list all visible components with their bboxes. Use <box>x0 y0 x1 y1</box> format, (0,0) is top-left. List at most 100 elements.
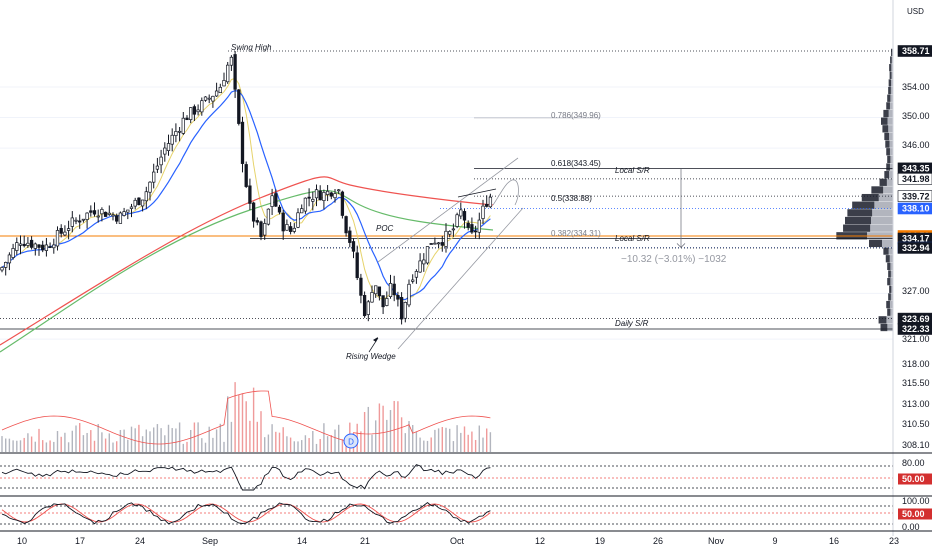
candle <box>381 295 385 314</box>
volume-bar <box>264 437 266 452</box>
event-badge[interactable]: D <box>343 433 359 449</box>
volume-bar <box>193 422 196 452</box>
volume-bar <box>234 382 236 452</box>
y-tick-label: 321.00 <box>902 334 930 344</box>
volume-bar <box>149 431 151 452</box>
volume-bar <box>212 437 214 452</box>
candle <box>348 226 352 248</box>
oscillators <box>0 464 893 525</box>
volume-bar <box>323 423 325 452</box>
volume-bar <box>82 435 85 452</box>
candle <box>300 204 304 214</box>
volume-bar <box>367 406 369 452</box>
volume-bar <box>308 438 310 452</box>
volume-bar <box>486 428 488 452</box>
candle <box>85 212 89 229</box>
candle <box>4 261 8 276</box>
volume-bar <box>8 438 11 452</box>
volume-bar <box>45 442 48 452</box>
volume-bar <box>134 428 136 452</box>
vp-bar-dark <box>883 109 889 118</box>
candle <box>340 190 345 219</box>
volume-bar <box>190 429 192 452</box>
osc-tick-label: 100.00 <box>902 496 930 506</box>
candle <box>237 89 241 126</box>
candle <box>451 223 456 237</box>
volume-bar <box>423 440 425 452</box>
volume-bar <box>441 427 443 452</box>
candle <box>263 218 267 240</box>
volume-bar <box>167 424 170 452</box>
y-tick-label: 315.50 <box>902 378 930 388</box>
volume-bar <box>397 401 399 452</box>
candle <box>314 184 319 207</box>
volume-bar <box>445 427 447 452</box>
candle <box>137 197 141 206</box>
x-tick-label: 10 <box>17 536 27 546</box>
candle <box>470 217 474 235</box>
candle <box>66 220 71 240</box>
x-tick-label: 24 <box>135 536 145 546</box>
candle <box>159 149 163 174</box>
svg-text:338.10: 338.10 <box>902 204 930 214</box>
volume-bar <box>371 434 373 452</box>
rsi-line <box>1 464 491 491</box>
volume-bar <box>215 429 218 452</box>
event-badge-label: D <box>348 438 354 447</box>
volume-bar <box>393 400 395 452</box>
candle <box>248 178 252 210</box>
vp-bar-dark <box>845 216 871 225</box>
time-axis[interactable]: 10 17 24 Sep 14 21 Oct 12 19 26 Nov 9 16 23 <box>17 536 899 546</box>
candle <box>192 104 197 122</box>
x-tick-label: 12 <box>535 536 545 546</box>
y-tick-label: 327.00 <box>902 286 930 296</box>
vp-bar-dark <box>888 293 891 301</box>
vp-bar-dark <box>887 94 891 102</box>
volume-bar <box>245 401 247 452</box>
volume-bar <box>230 421 233 452</box>
volume-bar <box>282 427 284 452</box>
stoch-k-line <box>1 502 491 525</box>
vp-bar-dark <box>885 140 890 148</box>
x-tick-label: 19 <box>595 536 605 546</box>
candle <box>211 95 215 108</box>
candle <box>303 197 308 214</box>
candle <box>259 220 263 241</box>
volume-bar <box>86 432 88 452</box>
vp-bar-dark <box>890 56 892 64</box>
measure-arrow <box>676 243 686 249</box>
volume-bar <box>304 435 307 452</box>
volume-bar <box>474 439 477 452</box>
stoch-d-line <box>1 503 491 523</box>
candle <box>218 83 222 94</box>
trend-line <box>457 188 497 198</box>
y-tick-label: 346.00 <box>902 140 930 150</box>
volume-bar <box>400 417 403 452</box>
vp-bar-dark <box>887 262 891 270</box>
candle <box>296 208 300 229</box>
volume-bar <box>415 431 418 452</box>
volume-bar <box>456 425 458 452</box>
volume-bar <box>471 431 473 452</box>
candle <box>48 242 52 249</box>
candle <box>333 188 337 203</box>
candle <box>152 163 156 189</box>
volume-bar <box>256 421 258 452</box>
vp-bar-dark <box>888 86 891 95</box>
volume-bar <box>271 424 273 452</box>
candle <box>285 219 289 231</box>
volume-bar <box>419 437 421 452</box>
candle <box>281 209 285 240</box>
volume-bar <box>252 387 255 452</box>
candle <box>485 195 489 208</box>
price-axis[interactable]: 354.00 350.00 346.00 327.00 321.00 318.00 315.… <box>897 45 932 533</box>
vp-bar-dark <box>883 247 889 255</box>
volume-bar <box>101 432 103 452</box>
candle <box>111 212 115 221</box>
volume-bar <box>208 426 210 452</box>
svg-text:358.71: 358.71 <box>902 46 930 56</box>
local-sr-top-label: Local S/R <box>615 166 650 175</box>
volume-bar <box>204 442 207 452</box>
